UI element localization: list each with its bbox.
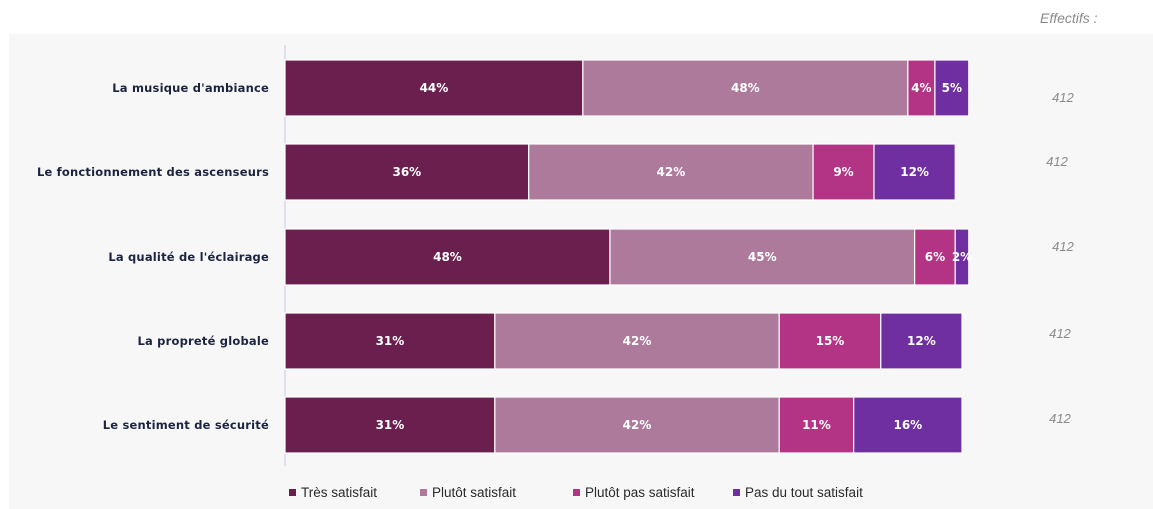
value-label: 45% bbox=[748, 250, 777, 264]
bar-segment bbox=[954, 228, 970, 286]
bar-segment bbox=[284, 59, 584, 117]
category-label: Le sentiment de sécurité bbox=[103, 418, 269, 432]
effectif-value: 412 bbox=[1049, 411, 1071, 426]
value-label: 2% bbox=[952, 250, 972, 264]
value-label: 31% bbox=[376, 418, 405, 432]
value-label: 15% bbox=[816, 334, 845, 348]
bar-segment bbox=[778, 312, 882, 370]
effectifs-title: Effectifs : bbox=[1040, 10, 1098, 26]
value-label: 12% bbox=[900, 165, 929, 179]
category-label: La propreté globale bbox=[137, 334, 269, 348]
bar-segment bbox=[494, 396, 780, 454]
category-label: La qualité de l'éclairage bbox=[108, 250, 269, 264]
bar-segment bbox=[284, 312, 496, 370]
effectif-value: 412 bbox=[1052, 90, 1074, 105]
bar-segment bbox=[778, 396, 855, 454]
bar-segment bbox=[284, 143, 530, 201]
value-label: 42% bbox=[657, 165, 686, 179]
effectif-value: 412 bbox=[1049, 326, 1071, 341]
bar-segment bbox=[907, 59, 936, 117]
value-label: 9% bbox=[833, 165, 853, 179]
bar-segment bbox=[812, 143, 875, 201]
value-label: 12% bbox=[907, 334, 936, 348]
bar-segment bbox=[934, 59, 970, 117]
value-label: 42% bbox=[623, 334, 652, 348]
bar-segment bbox=[853, 396, 963, 454]
value-label: 31% bbox=[376, 334, 405, 348]
bar-segment bbox=[609, 228, 916, 286]
effectif-value: 412 bbox=[1052, 239, 1074, 254]
value-label: 6% bbox=[925, 250, 945, 264]
value-label: 5% bbox=[942, 81, 962, 95]
value-label: 11% bbox=[802, 418, 831, 432]
legend-swatch bbox=[733, 489, 740, 496]
value-label: 44% bbox=[420, 81, 449, 95]
bar-segment bbox=[914, 228, 956, 286]
legend-label: Très satisfait bbox=[301, 485, 377, 500]
category-label: Le fonctionnement des ascenseurs bbox=[37, 165, 269, 179]
bar-segment bbox=[528, 143, 814, 201]
value-label: 48% bbox=[433, 250, 462, 264]
legend-swatch bbox=[573, 489, 580, 496]
value-label: 48% bbox=[731, 81, 760, 95]
category-label: La musique d'ambiance bbox=[112, 81, 269, 95]
bar-segment bbox=[880, 312, 963, 370]
legend-swatch bbox=[420, 489, 427, 496]
bar-segment bbox=[284, 396, 496, 454]
legend-swatch bbox=[289, 489, 296, 496]
bar-segment bbox=[284, 228, 611, 286]
bar-segment bbox=[873, 143, 956, 201]
legend-label: Pas du tout satisfait bbox=[745, 485, 863, 500]
legend-label: Plutôt pas satisfait bbox=[585, 485, 695, 500]
legend-label: Plutôt satisfait bbox=[432, 485, 516, 500]
value-label: 36% bbox=[392, 165, 421, 179]
effectif-value: 412 bbox=[1046, 154, 1068, 169]
value-label: 16% bbox=[893, 418, 922, 432]
value-label: 42% bbox=[623, 418, 652, 432]
value-label: 4% bbox=[911, 81, 931, 95]
